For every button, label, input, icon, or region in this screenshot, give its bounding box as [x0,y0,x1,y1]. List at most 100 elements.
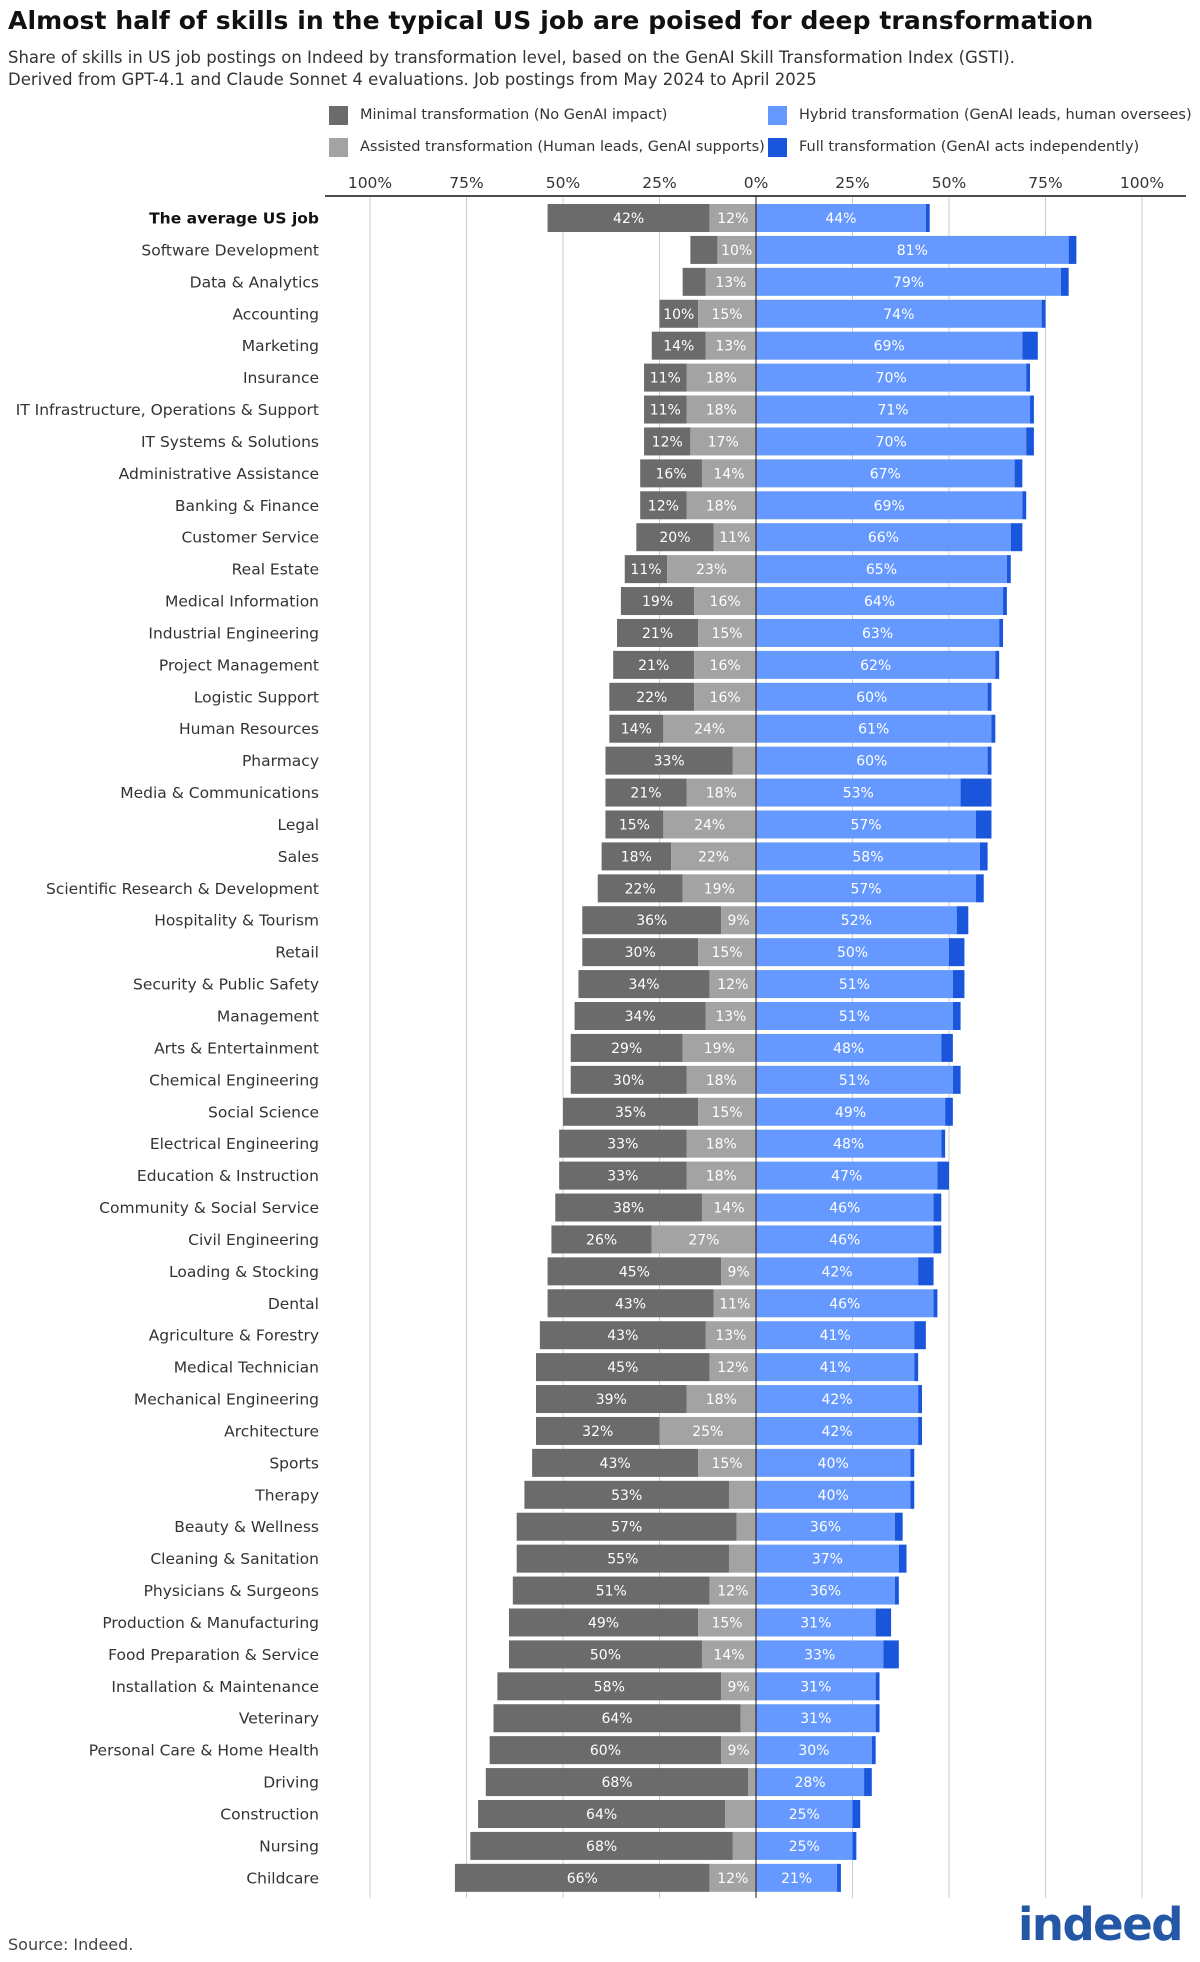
bar-hybrid [756,1512,895,1541]
bar-minimal [478,1800,726,1828]
data-label-assisted: 15% [711,626,742,642]
bar-hybrid [756,1736,872,1765]
data-label-assisted: 18% [706,1392,737,1408]
bar-minimal [555,1193,702,1222]
bar-hybrid [756,331,1023,360]
bar-assisted [686,1161,756,1190]
data-label-hybrid: 60% [856,754,887,770]
bar-hybrid [756,1608,876,1637]
bar-assisted [713,523,756,552]
bar-full [1014,459,1023,488]
data-label-minimal: 30% [625,945,656,961]
bar-hybrid [756,1193,934,1222]
data-label-hybrid: 51% [839,1073,870,1089]
bar-hybrid [756,427,1027,456]
bar-full [933,1289,938,1318]
data-label-hybrid: 48% [833,1137,864,1153]
bar-full [1010,523,1023,552]
category-label: Data & Analytics [190,273,319,291]
bar-row: Food Preparation & Service 50% 14% 33% [108,1640,899,1669]
category-label: Education & Instruction [137,1167,319,1185]
bar-hybrid [756,778,961,807]
category-label: Banking & Finance [175,497,319,515]
bar-row: Scientific Research & Development 22% 19% 5… [46,874,984,903]
bar-row: Physicians & Surgeons 51% 12% 36% [144,1576,899,1605]
bar-hybrid [756,874,977,903]
data-label-minimal: 57% [611,1520,642,1536]
chart-subtitle-line-2: Derived from GPT-4.1 and Claude Sonnet 4… [8,70,817,89]
bar-minimal [605,810,664,839]
category-label: Production & Manufacturing [102,1614,319,1632]
data-label-assisted: 15% [711,1456,742,1472]
data-label-hybrid: 46% [829,1296,860,1312]
bar-full [914,1321,926,1350]
bar-full [952,970,965,999]
data-label-hybrid: 58% [852,849,883,865]
bar-assisted [721,1736,756,1765]
bar-row: Pharmacy 33% 60% [242,746,992,775]
data-label-hybrid: 36% [810,1520,841,1536]
data-label-minimal: 16% [656,466,687,482]
legend-label-assisted: Assisted transformation (Human leads, Ge… [360,139,765,155]
bar-full [1026,363,1031,392]
bar-full [910,1448,915,1477]
bar-row: Driving 68% 28% [263,1768,872,1797]
data-label-hybrid: 71% [877,403,908,419]
bar-full [1022,331,1038,360]
data-label-minimal: 64% [586,1807,617,1823]
data-label-hybrid: 64% [864,594,895,610]
bar-assisted [709,1353,756,1382]
bar-minimal [547,204,710,232]
bar-assisted [698,299,756,328]
bar-minimal [508,1608,699,1637]
data-label-minimal: 32% [582,1424,613,1440]
data-label-assisted: 24% [694,722,725,738]
bar-full [1041,299,1046,328]
bar-assisted [728,1480,756,1509]
category-label: Customer Service [181,529,319,547]
category-label: Personal Care & Home Health [89,1742,319,1760]
bar-hybrid [756,842,980,871]
data-label-assisted: 12% [717,1871,748,1887]
data-label-assisted: 16% [710,658,741,674]
bar-row: Childcare 66% 12% 21% [246,1863,841,1892]
chart-title: Almost half of skills in the typical US … [8,6,1094,35]
bar-hybrid [756,810,977,839]
source-note: Source: Indeed. [8,1935,134,1954]
bar-hybrid [756,1129,942,1158]
bar-assisted [698,618,756,647]
data-label-minimal: 14% [663,339,694,355]
bar-full [960,778,992,807]
data-label-hybrid: 33% [804,1647,835,1663]
bar-row: Media & Communications 21% 18% 53% [120,778,992,807]
bar-row: Dental 43% 11% 46% [268,1289,938,1318]
bar-full [1026,427,1034,456]
category-label: Agriculture & Forestry [149,1327,319,1345]
bar-hybrid [756,1544,899,1573]
category-label: Security & Public Safety [133,976,319,994]
bar-assisted [686,363,756,392]
bar-full [976,874,984,903]
bar-hybrid [756,1353,915,1382]
data-label-assisted: 15% [711,1105,742,1121]
bar-row: Logistic Support 22% 16% 60% [194,682,992,711]
data-label-assisted: 24% [694,817,725,833]
category-label: Construction [220,1806,319,1824]
data-label-assisted: 11% [719,1296,750,1312]
data-label-assisted: 13% [715,275,746,291]
bar-minimal [551,1225,652,1254]
data-label-minimal: 43% [615,1296,646,1312]
bar-assisted [709,204,756,232]
bar-full [1060,267,1069,296]
data-label-assisted: 11% [719,530,750,546]
bar-assisted [690,427,756,456]
category-label: Sales [278,848,319,866]
bar-full [875,1608,892,1637]
bar-assisted [717,235,756,264]
bar-hybrid [756,650,996,679]
bar-hybrid [756,1831,853,1860]
category-label: Therapy [254,1486,319,1504]
bar-hybrid [756,235,1069,264]
category-label: Veterinary [239,1710,319,1728]
bar-row: Hospitality & Tourism 36% 9% 52% [154,906,969,935]
